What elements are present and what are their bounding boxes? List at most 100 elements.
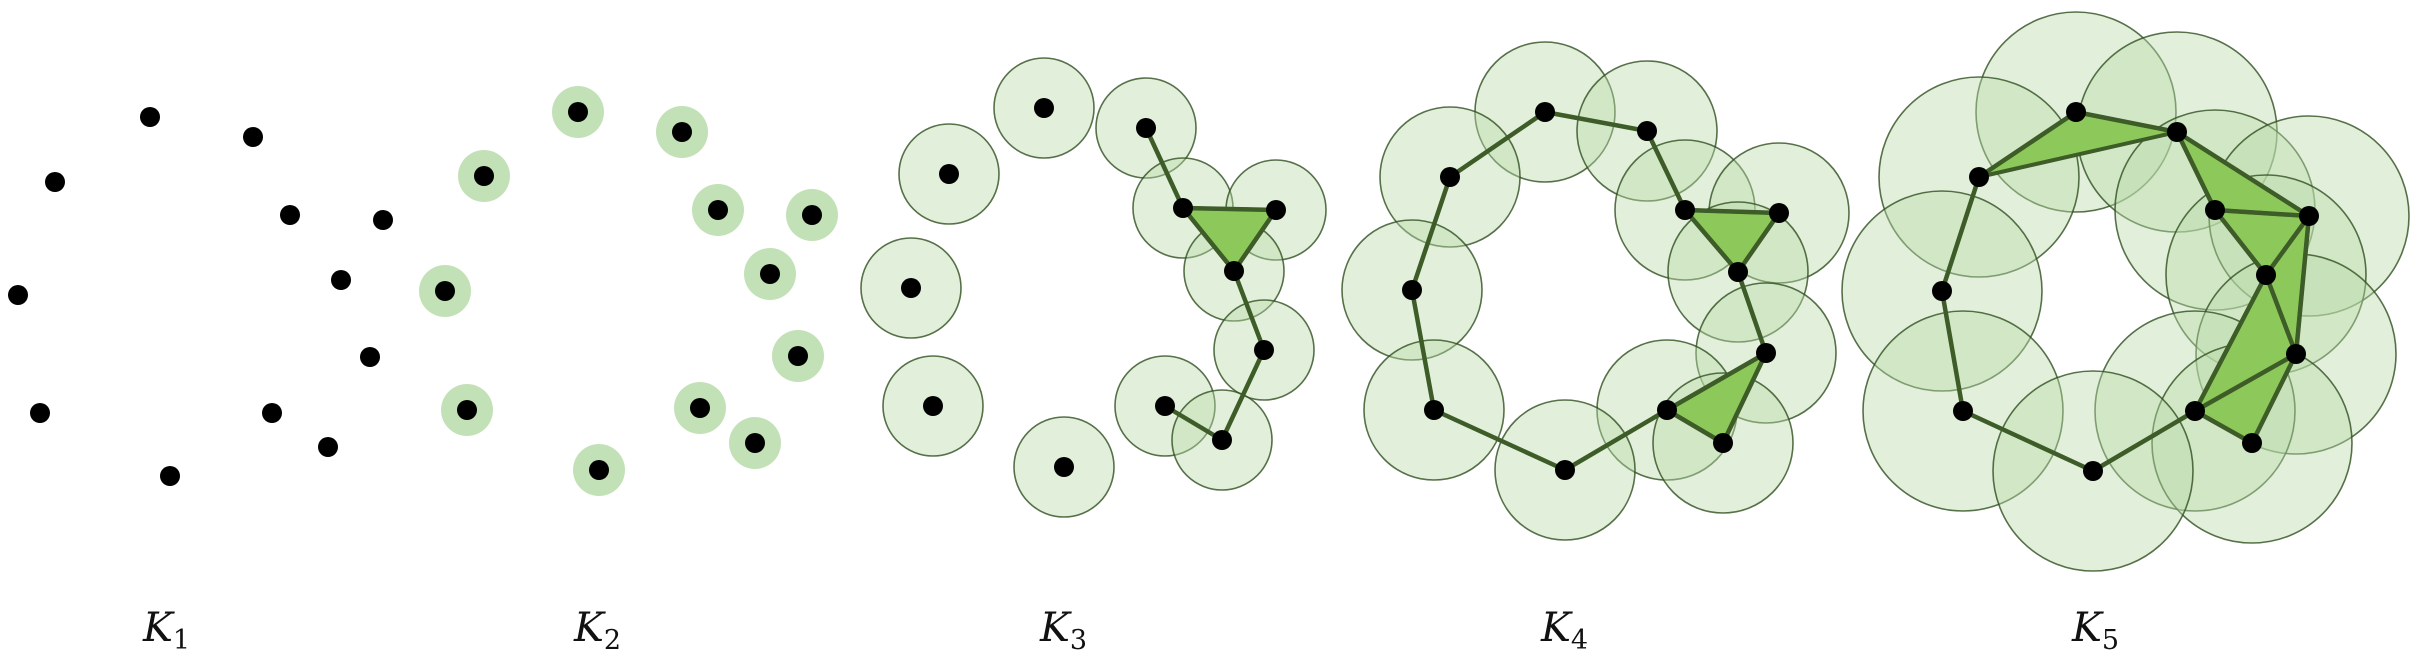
vertex-point	[2205, 200, 2225, 220]
vertex-point	[1675, 200, 1695, 220]
vertex-point	[160, 466, 180, 486]
edge-simplex	[1231, 268, 1267, 353]
panel-label-k3: K3	[1039, 605, 1087, 656]
vertex-point	[2083, 461, 2103, 481]
panel-label-k1: K1	[142, 605, 190, 656]
vertex-point	[568, 102, 588, 122]
vertex-point	[1266, 200, 1286, 220]
edge-simplex	[1682, 207, 1741, 275]
edge-simplex	[2090, 408, 2198, 474]
edge-simplex	[1976, 109, 2079, 180]
edge-simplex	[1219, 347, 1267, 443]
vertex-point	[2185, 401, 2205, 421]
vertex-point	[1713, 433, 1733, 453]
edge-simplex	[1664, 407, 1726, 446]
edge-simplex	[2192, 351, 2299, 414]
edge-simplex	[1162, 403, 1225, 443]
edge-simplex	[1542, 109, 1650, 134]
vertex-point	[318, 437, 338, 457]
vertex-point	[672, 122, 692, 142]
vertex-point	[1769, 203, 1789, 223]
edge-simplex	[2249, 351, 2299, 446]
edge-simplex	[2293, 213, 2312, 357]
edge-simplex	[2174, 129, 2218, 213]
vertex-point	[8, 285, 28, 305]
vertex-point	[690, 398, 710, 418]
edge-simplex	[2212, 207, 2269, 278]
vertex-point	[1212, 430, 1232, 450]
vertex-point	[1953, 401, 1973, 421]
vertex-point	[589, 460, 609, 480]
vertex-point	[1535, 102, 1555, 122]
panel-3	[860, 57, 1327, 518]
vertex-point	[140, 107, 160, 127]
edge-simplex	[1431, 407, 1568, 473]
vertex-point	[939, 164, 959, 184]
panel-4	[1341, 41, 1850, 541]
edge-simplex	[2263, 213, 2312, 278]
vertex-point	[1173, 198, 1193, 218]
vertex-point	[760, 264, 780, 284]
vertex-point	[1555, 460, 1575, 480]
vertex-point	[1637, 121, 1657, 141]
vertex-point	[1424, 400, 1444, 420]
edge-simplex	[1562, 407, 1670, 473]
vertex-point	[45, 172, 65, 192]
vertex-point	[2286, 344, 2306, 364]
vertex-point	[1224, 261, 1244, 281]
vertex-point	[2167, 122, 2187, 142]
vertex-point	[2242, 433, 2262, 453]
edge-simplex	[1735, 269, 1769, 356]
vertex-point	[708, 200, 728, 220]
edge-simplex	[1735, 210, 1782, 275]
edge-simplex	[1682, 207, 1782, 216]
edge-simplex	[2212, 207, 2312, 219]
edge-simplex	[1409, 287, 1437, 413]
vertex-point	[802, 205, 822, 225]
vertex-point	[2066, 102, 2086, 122]
vertex-point	[457, 400, 477, 420]
vertex-point	[1756, 343, 1776, 363]
vertex-point	[373, 210, 393, 230]
vertex-point	[2299, 206, 2319, 226]
vertex-point	[360, 347, 380, 367]
panel-label-k4: K4	[1540, 605, 1588, 656]
labels-layer: K1 K2 K3 K4 K5	[142, 605, 2119, 656]
edge-simplex	[1720, 350, 1769, 446]
panel-label-k2: K2	[573, 605, 621, 656]
panels-layer	[8, 11, 2410, 572]
edge-simplex	[2192, 408, 2255, 446]
edge-simplex	[1409, 174, 1453, 293]
edge-simplex	[1231, 207, 1279, 274]
panel-5	[1841, 11, 2410, 572]
vertex-point	[1440, 167, 1460, 187]
vertex-point	[331, 270, 351, 290]
edge-simplex	[1180, 205, 1279, 213]
ball-group	[860, 57, 1327, 518]
panel-label-k5: K5	[2071, 605, 2119, 656]
ball-group	[1841, 11, 2410, 572]
vertex-point	[1254, 340, 1274, 360]
panel-2	[419, 86, 838, 496]
vertex-point	[30, 403, 50, 423]
edge-simplex	[1143, 125, 1186, 211]
vertex-point	[1155, 396, 1175, 416]
vertex-point	[1034, 98, 1054, 118]
vertex-point	[1932, 281, 1952, 301]
edge-simplex	[1447, 109, 1548, 180]
edge-simplex	[1960, 408, 2096, 474]
edge-simplex	[1939, 288, 1966, 414]
vertex-point	[1728, 262, 1748, 282]
ball-group	[419, 86, 838, 496]
vertex-point	[1657, 400, 1677, 420]
vertex-point	[1054, 457, 1074, 477]
vertex-point	[788, 346, 808, 366]
edge-simplex	[2174, 129, 2312, 219]
vertex-point	[923, 396, 943, 416]
vertex-point	[1969, 167, 1989, 187]
edge-simplex	[2073, 109, 2180, 135]
edge-simplex	[2192, 272, 2269, 414]
edge-simplex	[1939, 174, 1982, 294]
vertex-point	[901, 278, 921, 298]
